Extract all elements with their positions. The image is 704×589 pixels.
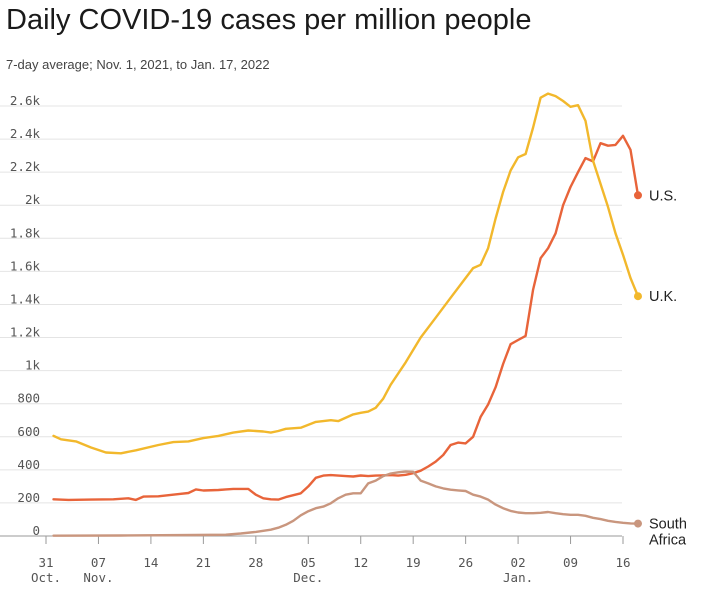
x-tick-label: 28 (248, 555, 263, 570)
series-end-label: South Africa (649, 517, 687, 549)
y-tick-label: 2k (25, 192, 41, 207)
x-tick-label: 19 (406, 555, 421, 570)
series-end-marker (633, 292, 642, 301)
x-tick-label: 16 (615, 555, 630, 570)
y-tick-label: 2.2k (10, 159, 41, 174)
x-tick-label: 09 (563, 555, 578, 570)
series-line (52, 92, 640, 455)
y-tick-label: 400 (17, 457, 40, 472)
series-end-marker (633, 191, 642, 200)
series-line (52, 134, 640, 502)
series-lines (52, 92, 640, 537)
x-tick-label: 14 (143, 555, 158, 570)
x-tick-month-label: Oct. (31, 570, 61, 585)
chart-subtitle: 7-day average; Nov. 1, 2021, to Jan. 17,… (6, 57, 270, 72)
y-tick-label: 1.2k (10, 325, 41, 340)
y-tick-label: 2.6k (10, 93, 41, 108)
x-tick-label: 02 (511, 555, 526, 570)
y-axis-ticks: 0 200 400 600 800 1k 1.2k 1.4k 1.6k 1.8k 2k 2.2k 2.4… (10, 93, 41, 538)
y-tick-label: 600 (17, 424, 40, 439)
series-line (52, 470, 640, 537)
y-tick-label: 0 (32, 523, 40, 538)
x-tick-label: 21 (196, 555, 211, 570)
chart-title: Daily COVID-19 cases per million people (6, 4, 532, 36)
x-tick-label: 26 (458, 555, 473, 570)
x-tick-label: 31 (38, 555, 53, 570)
x-tick-label: 07 (91, 555, 106, 570)
y-tick-label: 2.4k (10, 126, 41, 141)
series-end-label: U.S. (649, 188, 677, 204)
y-tick-label: 1.4k (10, 291, 41, 306)
y-tick-label: 1k (25, 358, 41, 373)
y-tick-label: 1.6k (10, 258, 41, 273)
series-end-label: U.K. (649, 289, 677, 305)
y-tick-label: 1.8k (10, 225, 41, 240)
end-labels: U.S. U.K. South Africa (633, 188, 687, 549)
x-tick-label: 05 (301, 555, 316, 570)
y-tick-label: 200 (17, 490, 40, 505)
x-tick-month-label: Jan. (503, 570, 533, 585)
y-tick-label: 800 (17, 391, 40, 406)
series-end-marker (633, 519, 642, 528)
gridlines (0, 105, 622, 537)
x-tick-month-label: Nov. (83, 570, 113, 585)
x-tick-label: 12 (353, 555, 368, 570)
x-tick-month-label: Dec. (293, 570, 323, 585)
